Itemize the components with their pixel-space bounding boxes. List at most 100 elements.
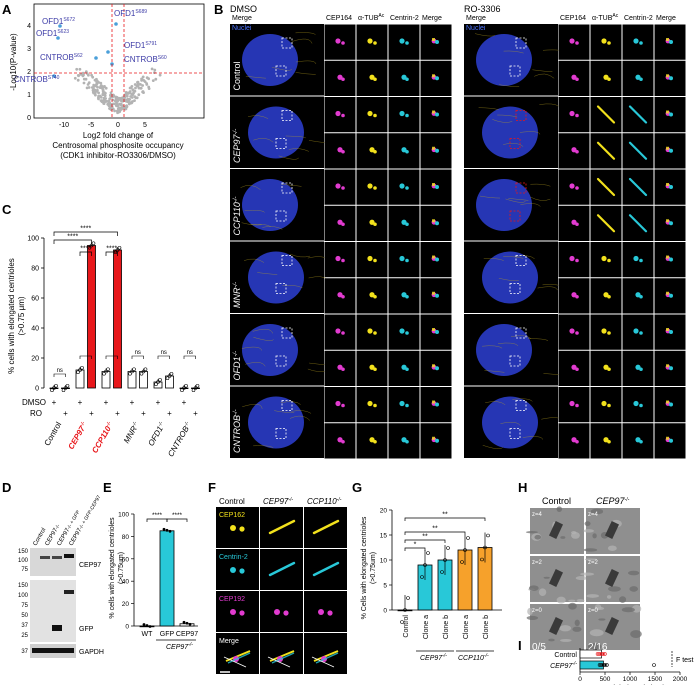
c-point bbox=[78, 368, 82, 372]
volcano-dot bbox=[104, 97, 107, 100]
microtubule bbox=[243, 258, 265, 263]
d-marker: 75 bbox=[21, 603, 28, 609]
b-merge-sub: Nuclei bbox=[232, 25, 252, 32]
signal-dot bbox=[405, 77, 409, 82]
microtubule bbox=[253, 337, 274, 341]
signal-dot bbox=[666, 436, 669, 440]
g-sig: ** bbox=[442, 512, 448, 519]
f-col-header: Control bbox=[219, 497, 245, 506]
c-point bbox=[80, 365, 84, 370]
f-image bbox=[216, 549, 259, 590]
zoom-box bbox=[281, 182, 293, 194]
g-point bbox=[406, 596, 410, 600]
signal-dot bbox=[369, 292, 375, 298]
signal-dot bbox=[669, 112, 673, 117]
signal-line bbox=[628, 105, 648, 124]
volcano-label-0: OFD1S672 bbox=[42, 17, 75, 26]
microtubule bbox=[483, 258, 504, 261]
f-image bbox=[216, 633, 259, 674]
signal-dot bbox=[401, 437, 407, 443]
signal-dot bbox=[369, 219, 375, 225]
c-plus: + bbox=[63, 409, 68, 418]
microtubule bbox=[539, 103, 560, 107]
c-plus: + bbox=[78, 398, 83, 407]
volcano-label-3: OFD1S791 bbox=[124, 41, 157, 50]
volcano-dot bbox=[117, 109, 121, 113]
c-sig-ns: ns bbox=[135, 350, 141, 356]
microtubule bbox=[285, 135, 307, 139]
signal-dot bbox=[369, 364, 375, 370]
c-point bbox=[54, 383, 58, 388]
signal-dot bbox=[435, 185, 439, 189]
b-row-label: OFD1-/- bbox=[232, 351, 242, 381]
signal-dot bbox=[639, 258, 643, 263]
microtubule bbox=[478, 107, 499, 110]
e-point bbox=[182, 620, 186, 624]
d-marker: 37 bbox=[21, 649, 28, 655]
nucleus bbox=[242, 34, 298, 86]
c-plus: + bbox=[115, 409, 120, 418]
signal-dot bbox=[666, 110, 669, 114]
volcano-dot bbox=[140, 77, 144, 81]
h-z-label: z=4 bbox=[588, 512, 599, 518]
signal-dot bbox=[367, 328, 373, 334]
signal-dot bbox=[399, 183, 405, 189]
microtubule bbox=[274, 410, 295, 413]
g-xtick: Clone b bbox=[483, 615, 490, 639]
c-group-label: CNTROB-/- bbox=[166, 420, 193, 458]
signal-dot bbox=[369, 74, 375, 80]
c-bracket bbox=[53, 239, 92, 244]
signal-dot bbox=[571, 147, 577, 153]
signal-dot bbox=[405, 186, 409, 190]
signal-dot bbox=[639, 77, 643, 82]
zoom-box bbox=[275, 210, 287, 222]
signal-dot bbox=[666, 364, 669, 368]
c-plus: + bbox=[182, 398, 187, 407]
volcano-dot-highlight bbox=[106, 50, 110, 54]
c-point bbox=[63, 386, 68, 390]
signal-dot bbox=[601, 38, 607, 44]
c-plus: + bbox=[130, 398, 135, 407]
microtubule bbox=[245, 75, 266, 79]
h-z-label: z=2 bbox=[588, 560, 599, 566]
e-ytick: 20 bbox=[122, 601, 130, 608]
g-sig: * bbox=[414, 542, 417, 549]
h-centriole bbox=[548, 617, 564, 635]
volcano-dot bbox=[141, 84, 145, 87]
signal-dot bbox=[669, 148, 673, 153]
c-bar bbox=[127, 371, 137, 389]
volcano-dot-highlight bbox=[58, 24, 62, 28]
g-xtick: Control bbox=[403, 615, 410, 638]
zoom-box bbox=[281, 255, 293, 266]
e-xtick: CEP97 bbox=[176, 631, 198, 638]
microtubule bbox=[519, 131, 541, 135]
zoom-box bbox=[281, 327, 293, 339]
c-group-label: CCP110-/- bbox=[90, 420, 115, 455]
h-texture bbox=[580, 572, 595, 576]
e-sig: **** bbox=[172, 512, 183, 519]
h-texture bbox=[584, 521, 591, 527]
signal-dot bbox=[635, 74, 641, 80]
volcano-dot bbox=[93, 78, 97, 82]
h-texture bbox=[621, 607, 635, 613]
f-signal bbox=[274, 609, 280, 615]
microtubule bbox=[289, 415, 311, 421]
volcano-xtick: 0 bbox=[116, 122, 120, 129]
volcano-xlabel-2: Centrosomal phosphosite occupancy bbox=[52, 141, 183, 150]
microtubule bbox=[498, 342, 519, 346]
microtubule bbox=[482, 345, 503, 349]
signal-dot bbox=[341, 222, 345, 227]
signal-dot bbox=[337, 219, 343, 225]
signal-dot bbox=[432, 328, 435, 331]
i-outlier bbox=[652, 663, 656, 667]
volcano-dot bbox=[145, 83, 149, 86]
c-bar bbox=[113, 249, 122, 389]
c-bar bbox=[49, 387, 59, 390]
f-signal bbox=[230, 567, 236, 573]
c-plus: + bbox=[141, 409, 146, 418]
h-texture bbox=[575, 575, 588, 581]
h-texture bbox=[629, 586, 639, 592]
microtubule bbox=[499, 84, 520, 87]
volcano-dot bbox=[128, 90, 132, 93]
signal-dot bbox=[571, 219, 577, 225]
